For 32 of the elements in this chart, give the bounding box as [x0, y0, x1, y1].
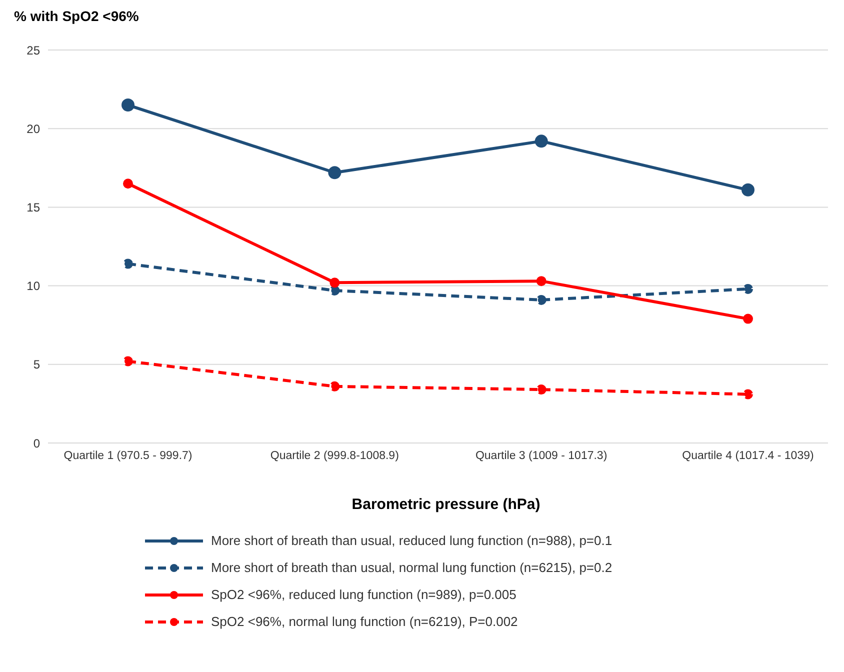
point: [743, 314, 753, 324]
point: [123, 258, 133, 269]
x-tick-label: Quartile 4 (1017.4 - 1039): [682, 450, 814, 462]
y-tick-label: 10: [26, 279, 40, 294]
y-tick-label: 25: [26, 43, 40, 58]
legend-label: More short of breath than usual, normal lung function (n=6215), p=0.2: [211, 560, 612, 575]
point: [742, 183, 754, 196]
x-axis-title: Barometric pressure (hPa): [350, 496, 542, 513]
point: [330, 381, 340, 392]
y-axis-title: % with SpO2 <96%: [14, 8, 140, 26]
legend-label: SpO2 <96%, reduced lung function (n=989), p=0.005: [211, 587, 516, 602]
x-tick-label: Quartile 1 (970.5 - 999.7): [64, 450, 192, 462]
point: [330, 286, 340, 296]
x-tick-label: Quartile 2 (999.8-1008.9): [270, 450, 400, 462]
point: [534, 134, 548, 148]
legend-label: SpO2 <96%, normal lung function (n=6219), P=0.002: [211, 614, 518, 629]
legend-label: More short of breath than usual, reduced lung function (n=988), p=0.1: [211, 533, 612, 548]
y-tick-label: 20: [26, 122, 40, 136]
y-tick-label: 5: [33, 358, 40, 372]
point: [536, 384, 546, 395]
point: [743, 284, 753, 294]
x-tick-label: Quartile 3 (1009 - 1017.3): [475, 450, 608, 462]
point: [330, 278, 340, 288]
point: [536, 294, 546, 305]
point: [328, 166, 342, 180]
point: [743, 389, 753, 400]
point: [536, 276, 546, 286]
point: [123, 178, 133, 189]
y-tick-label: 0: [33, 436, 40, 450]
point: [122, 98, 134, 112]
y-tick-label: 15: [26, 200, 40, 214]
point: [123, 356, 133, 366]
